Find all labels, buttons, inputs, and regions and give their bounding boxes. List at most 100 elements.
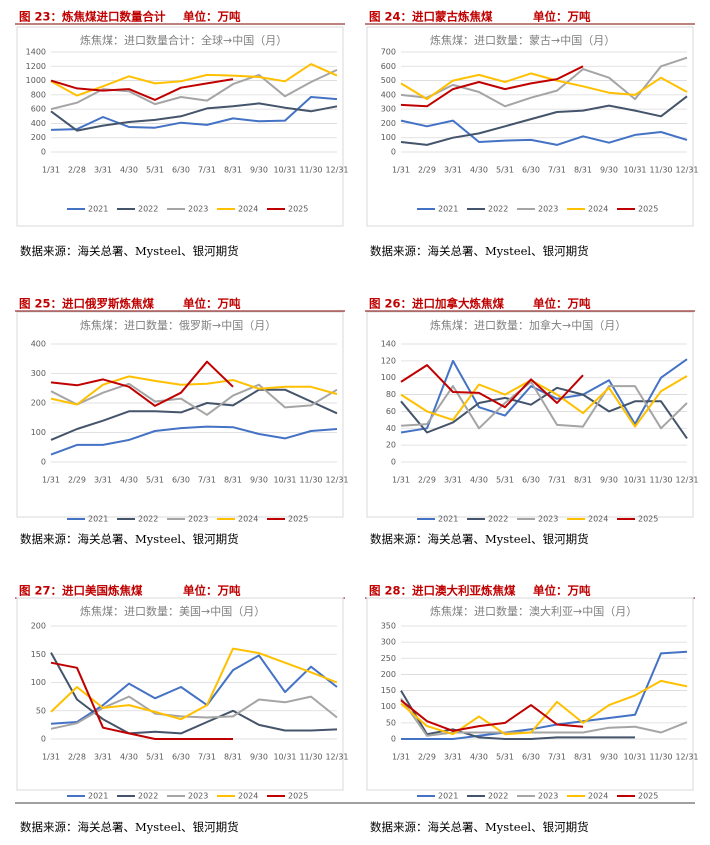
figure-unit: 单位：万吨	[183, 10, 241, 24]
chart-title: 炼焦煤：进口数量：蒙古→中国（月）	[430, 33, 615, 47]
series-line	[400, 119, 688, 146]
figure-title: 图 25：进口俄罗斯炼焦煤	[19, 297, 155, 311]
x-tick-label: 2/29	[68, 476, 86, 485]
source-note: 数据来源：海关总署、Mysteel、银河期货	[370, 532, 589, 546]
x-tick-label: 4/30	[120, 166, 138, 175]
x-tick-label: 10/31	[273, 166, 296, 175]
x-tick-label: 3/31	[444, 166, 462, 175]
x-tick-label: 6/30	[522, 166, 540, 175]
x-tick-label: 7/31	[548, 166, 566, 175]
legend-label: 2021	[88, 792, 108, 801]
series-line	[50, 425, 338, 456]
legend-label: 2025	[638, 515, 658, 524]
legend-label: 2025	[638, 205, 658, 214]
series-line	[50, 661, 233, 740]
legend-label: 2024	[588, 205, 608, 214]
x-tick-label: 10/31	[273, 753, 296, 762]
y-tick-label: 200	[381, 119, 396, 128]
x-tick-label: 12/31	[675, 166, 698, 175]
x-tick-label: 10/31	[623, 753, 646, 762]
y-tick-label: 40	[386, 424, 396, 433]
figure-title: 图 23：炼焦煤进口数量合计	[19, 10, 166, 24]
figure-title: 图 28：进口澳大利亚炼焦煤	[369, 584, 516, 598]
x-tick-label: 3/31	[94, 753, 112, 762]
y-tick-label: 600	[31, 105, 46, 114]
series-line	[401, 650, 688, 740]
series-line	[50, 360, 234, 407]
y-tick-label: 200	[31, 133, 46, 142]
y-tick-label: 0	[41, 458, 46, 467]
series-line	[50, 375, 338, 406]
x-tick-label: 6/30	[522, 476, 540, 485]
x-tick-label: 5/31	[146, 753, 164, 762]
y-tick-label: 0	[391, 148, 396, 157]
x-tick-label: 11/30	[649, 476, 672, 485]
y-tick-label: 100	[381, 373, 396, 382]
y-tick-label: 250	[381, 654, 396, 663]
y-tick-label: 1200	[26, 62, 46, 71]
x-tick-label: 8/31	[574, 753, 592, 762]
legend-label: 2021	[438, 792, 458, 801]
figure-title: 图 24：进口蒙古炼焦煤	[369, 10, 493, 24]
y-tick-label: 1000	[26, 76, 46, 85]
legend-label: 2022	[138, 515, 158, 524]
y-tick-label: 100	[381, 702, 396, 711]
series-line	[400, 72, 688, 101]
x-tick-label: 6/30	[172, 753, 190, 762]
x-tick-label: 11/30	[649, 166, 672, 175]
x-tick-label: 12/31	[325, 166, 348, 175]
legend-label: 2023	[538, 205, 558, 214]
x-tick-label: 10/31	[623, 476, 646, 485]
series-line	[50, 647, 338, 721]
legend-label: 2023	[188, 205, 208, 214]
x-tick-label: 10/31	[623, 166, 646, 175]
y-tick-label: 300	[381, 638, 396, 647]
x-tick-label: 12/31	[675, 753, 698, 762]
series-line	[400, 386, 688, 439]
legend-label: 2024	[588, 515, 608, 524]
series-line	[50, 96, 338, 131]
chart-frame	[366, 311, 694, 518]
y-tick-label: 350	[381, 622, 396, 631]
x-tick-label: 3/31	[94, 166, 112, 175]
x-tick-label: 11/30	[299, 476, 322, 485]
x-tick-label: 12/31	[675, 476, 698, 485]
series-line	[50, 382, 338, 416]
x-tick-label: 2/29	[418, 753, 436, 762]
legend-label: 2023	[188, 515, 208, 524]
x-tick-label: 7/31	[198, 753, 216, 762]
x-tick-label: 6/30	[172, 476, 190, 485]
x-tick-label: 3/31	[444, 476, 462, 485]
y-tick-label: 200	[381, 670, 396, 679]
x-tick-label: 7/31	[198, 166, 216, 175]
chart-frame	[16, 597, 344, 791]
y-tick-label: 0	[391, 458, 396, 467]
series-line	[400, 380, 688, 430]
series-line	[400, 679, 688, 736]
legend-label: 2022	[488, 515, 508, 524]
series-line	[400, 364, 584, 409]
x-tick-label: 4/30	[470, 476, 488, 485]
series-line	[400, 690, 635, 740]
x-tick-label: 1/31	[42, 753, 60, 762]
x-tick-label: 9/30	[250, 753, 268, 762]
x-tick-label: 2/29	[418, 476, 436, 485]
legend-label: 2022	[138, 792, 158, 801]
chart-frame	[366, 26, 694, 227]
source-note: 数据来源：海关总署、Mysteel、银河期货	[370, 244, 589, 258]
chart-title: 炼焦煤：进口数量：澳大利亚→中国（月）	[430, 604, 637, 618]
x-tick-label: 6/30	[172, 166, 190, 175]
x-tick-label: 8/31	[224, 476, 242, 485]
series-line	[400, 699, 584, 732]
x-tick-label: 7/31	[548, 753, 566, 762]
y-tick-label: 700	[381, 48, 396, 57]
chart-frame	[16, 26, 344, 227]
x-tick-label: 9/30	[600, 753, 618, 762]
x-tick-label: 3/31	[444, 753, 462, 762]
y-tick-label: 1400	[26, 48, 46, 57]
legend-label: 2021	[438, 515, 458, 524]
y-tick-label: 800	[31, 90, 46, 99]
legend-label: 2022	[488, 792, 508, 801]
figure-title: 图 27：进口美国炼焦煤	[19, 584, 143, 598]
